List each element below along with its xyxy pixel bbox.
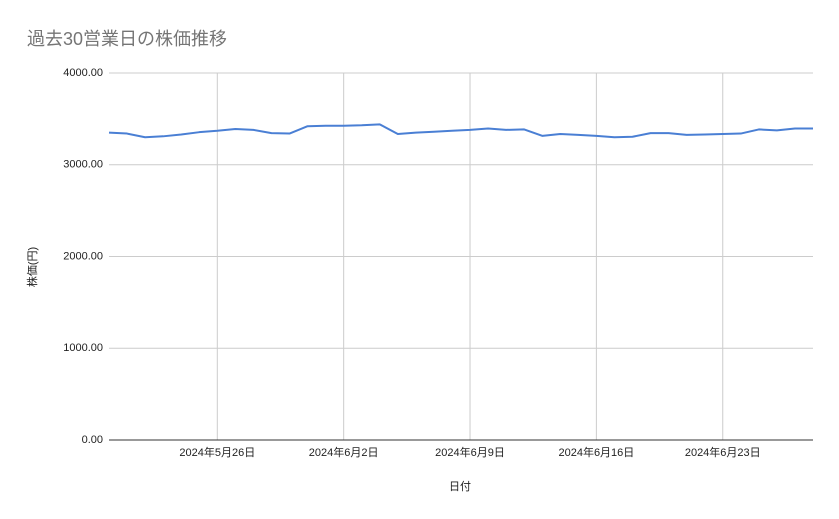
line-series (108, 123, 813, 139)
y-tick-label: 0.00 (82, 434, 103, 446)
x-tick-label: 2024年6月2日 (309, 445, 379, 459)
x-axis-title: 日付 (449, 480, 471, 493)
x-tick-label: 2024年6月23日 (685, 445, 761, 459)
x-tick-label: 2024年5月26日 (179, 445, 255, 459)
chart-title: 過去30営業日の株価推移 (27, 29, 227, 49)
y-tick-label: 4000.00 (63, 67, 103, 79)
x-tick-label: 2024年6月9日 (435, 445, 505, 459)
y-tick-label: 2000.00 (63, 250, 103, 262)
y-tick-label: 1000.00 (63, 342, 103, 354)
y-axis-title: 株価(円) (25, 247, 39, 287)
x-tick-label: 2024年6月16日 (558, 445, 634, 459)
y-tick-label: 3000.00 (63, 159, 103, 171)
